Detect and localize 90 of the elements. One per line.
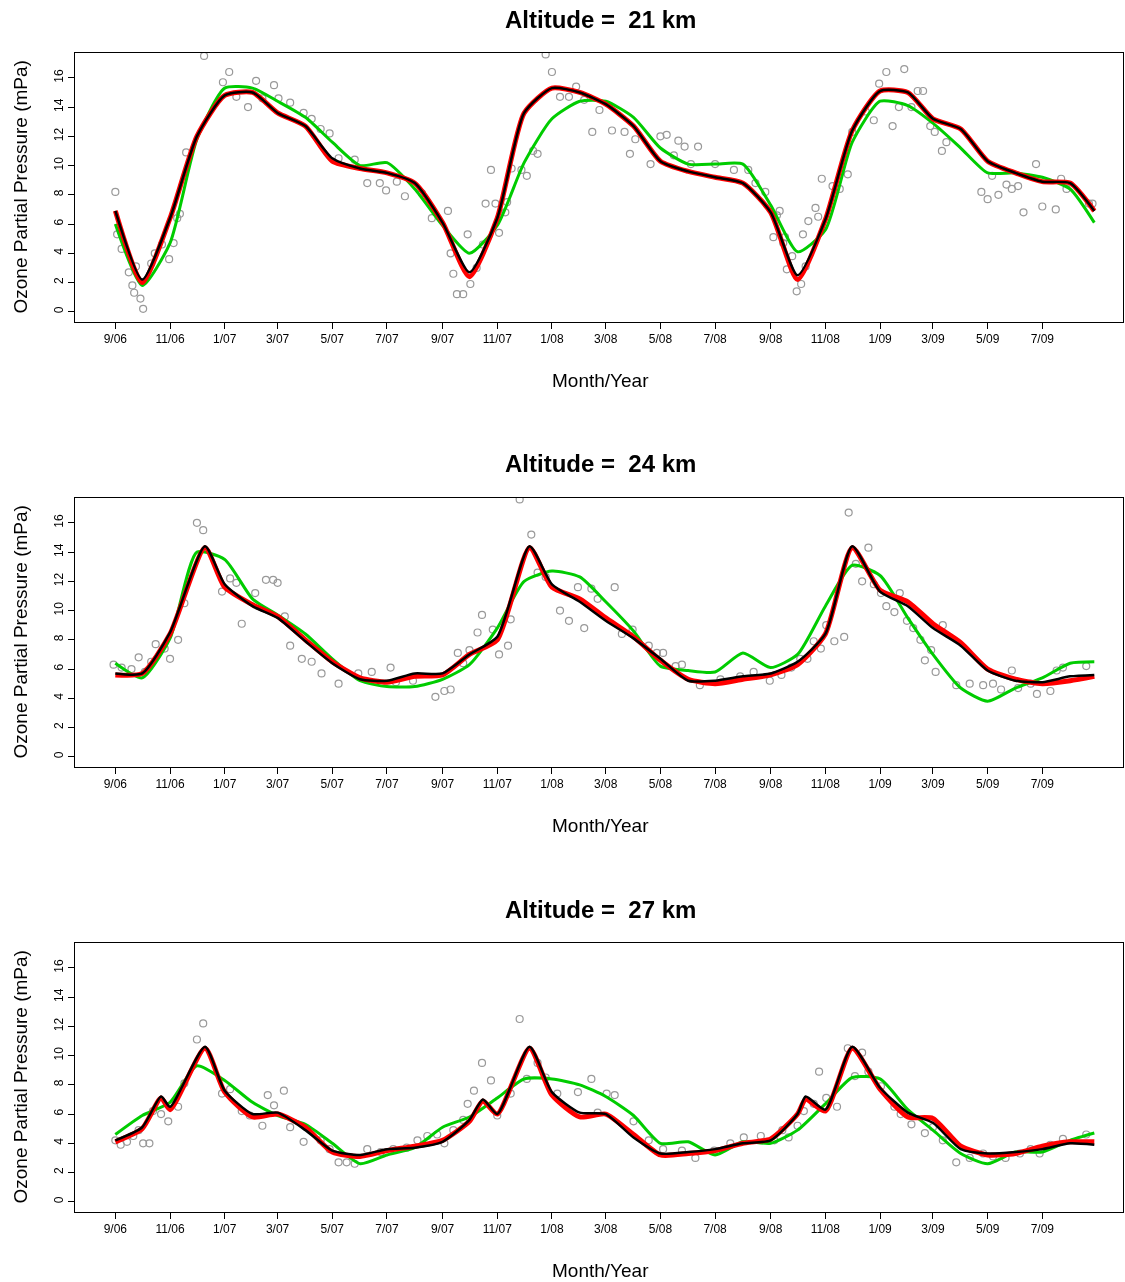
x-tick-label: 9/06 (103, 1222, 128, 1237)
x-tick-label: 7/09 (1030, 1222, 1055, 1237)
chart-title: Altitude = 24 km (505, 450, 697, 477)
x-tick-label: 11/08 (810, 777, 841, 792)
x-tick-label: 9/07 (430, 332, 455, 347)
y-tick-label: 8 (52, 1079, 67, 1087)
y-axis-title: Ozone Partial Pressure (mPa) (9, 60, 31, 314)
x-tick-label: 3/09 (921, 777, 945, 792)
y-axis-title: Ozone Partial Pressure (mPa) (9, 505, 31, 759)
x-tick-label: 9/06 (103, 332, 128, 347)
y-tick-label: 2 (52, 722, 67, 730)
x-axis-title: Month/Year (552, 370, 650, 391)
x-tick-label: 7/07 (375, 1222, 399, 1237)
x-tick-label: 9/06 (103, 777, 128, 792)
x-tick-label: 11/08 (810, 332, 841, 347)
y-tick-label: 14 (52, 543, 67, 557)
x-tick-label: 1/08 (540, 332, 564, 347)
y-tick-label: 0 (52, 751, 67, 759)
y-tick-label: 0 (52, 1196, 67, 1204)
x-tick-label: 3/08 (594, 1222, 618, 1237)
x-tick-label: 11/06 (155, 1222, 185, 1237)
x-tick-label: 3/07 (265, 777, 290, 792)
x-tick-label: 7/08 (703, 332, 728, 347)
y-tick-label: 2 (52, 277, 67, 285)
x-axis-title: Month/Year (552, 815, 650, 836)
y-tick-label: 16 (52, 69, 67, 83)
x-tick-label: 7/08 (703, 1222, 728, 1237)
y-tick-label: 6 (52, 218, 67, 226)
x-tick-label: 1/09 (868, 332, 893, 347)
y-tick-label: 16 (52, 514, 67, 528)
y-tick-label: 8 (52, 634, 67, 642)
y-tick-label: 10 (52, 1046, 67, 1061)
chart-title: Altitude = 21 km (505, 6, 697, 33)
x-tick-label: 9/08 (759, 332, 783, 347)
x-tick-label: 9/07 (430, 1222, 455, 1237)
y-tick-label: 4 (52, 1137, 67, 1145)
x-tick-label: 7/09 (1030, 777, 1055, 792)
y-tick-label: 6 (52, 663, 67, 671)
x-tick-label: 9/08 (759, 777, 783, 792)
y-tick-label: 16 (52, 959, 67, 973)
x-tick-label: 5/07 (320, 777, 345, 792)
x-tick-label: 5/09 (975, 1222, 1000, 1237)
x-tick-label: 1/07 (213, 777, 237, 792)
x-tick-label: 11/07 (482, 1222, 513, 1237)
x-tick-label: 7/07 (375, 332, 399, 347)
x-tick-label: 5/08 (648, 332, 673, 347)
x-tick-label: 5/09 (975, 332, 1000, 347)
x-tick-label: 9/08 (759, 1222, 783, 1237)
y-tick-label: 2 (52, 1167, 67, 1175)
y-tick-label: 14 (52, 98, 67, 112)
x-tick-label: 7/09 (1030, 332, 1055, 347)
y-axis-title: Ozone Partial Pressure (mPa) (9, 950, 31, 1204)
x-tick-label: 1/07 (213, 1222, 237, 1237)
y-tick-label: 4 (52, 247, 67, 255)
x-tick-label: 3/08 (594, 332, 618, 347)
x-tick-label: 3/09 (921, 332, 945, 347)
y-tick-label: 10 (52, 156, 67, 171)
x-tick-label: 11/06 (155, 777, 185, 792)
x-tick-label: 3/07 (265, 332, 290, 347)
x-tick-label: 5/09 (975, 777, 1000, 792)
x-tick-label: 11/07 (482, 777, 513, 792)
x-tick-label: 11/07 (482, 332, 513, 347)
x-tick-label: 1/07 (213, 332, 237, 347)
chart-title: Altitude = 27 km (505, 896, 697, 923)
y-tick-label: 12 (52, 127, 67, 142)
x-tick-label: 1/08 (540, 777, 564, 792)
x-tick-label: 11/08 (810, 1222, 841, 1237)
y-tick-label: 14 (52, 988, 67, 1002)
y-tick-label: 10 (52, 601, 67, 616)
x-tick-label: 1/08 (540, 1222, 564, 1237)
y-tick-label: 0 (52, 306, 67, 314)
x-tick-label: 5/07 (320, 1222, 345, 1237)
x-tick-label: 3/09 (921, 1222, 945, 1237)
x-tick-label: 1/09 (868, 777, 893, 792)
y-tick-label: 12 (52, 1017, 67, 1032)
y-tick-label: 8 (52, 189, 67, 197)
y-tick-label: 4 (52, 692, 67, 700)
x-tick-label: 1/09 (868, 1222, 893, 1237)
y-tick-label: 12 (52, 572, 67, 587)
x-axis-title: Month/Year (552, 1260, 650, 1281)
x-tick-label: 7/07 (375, 777, 399, 792)
y-tick-label: 6 (52, 1108, 67, 1116)
x-tick-label: 5/07 (320, 332, 345, 347)
x-tick-label: 9/07 (430, 777, 455, 792)
x-tick-label: 5/08 (648, 777, 673, 792)
x-tick-label: 7/08 (703, 777, 728, 792)
x-tick-label: 11/06 (155, 332, 185, 347)
x-tick-label: 3/08 (594, 777, 618, 792)
x-tick-label: 3/07 (265, 1222, 290, 1237)
x-tick-label: 5/08 (648, 1222, 673, 1237)
